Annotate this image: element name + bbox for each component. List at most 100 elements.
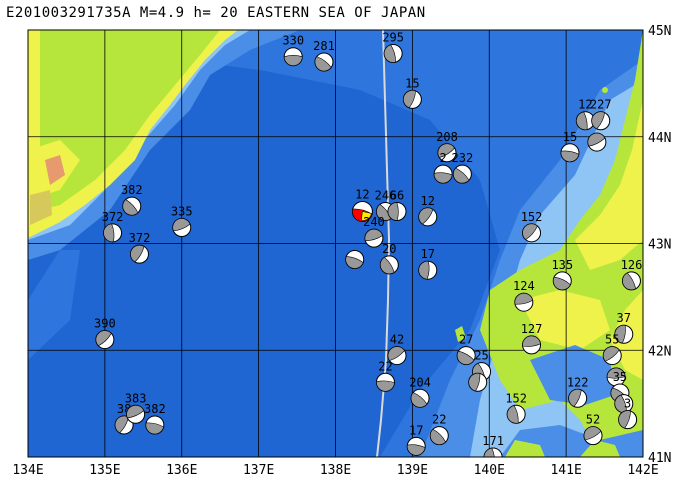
lon-tick-label: 136E (166, 463, 197, 478)
event-mechanism (375, 372, 395, 392)
event-mechanism (456, 346, 476, 366)
event-depth-label: 335 (171, 204, 193, 218)
event-mechanism (145, 415, 165, 435)
event-depth-label: 17 (409, 423, 423, 437)
event-mechanism (172, 217, 192, 237)
lat-tick-label: 45N (648, 24, 671, 39)
event-depth-label: 246 (375, 188, 397, 202)
event-mechanism (129, 244, 149, 264)
event-depth-label: 382 (121, 183, 143, 197)
event-depth-label: 52 (586, 413, 600, 427)
event-depth-label: 15 (405, 76, 419, 90)
event-mechanism (587, 132, 607, 152)
event-depth-label: 42 (390, 333, 404, 347)
event-depth-label: 372 (129, 231, 151, 245)
event-depth-label: 27 (459, 333, 473, 347)
event-depth-label: 240 (363, 215, 385, 229)
okushiri-island (455, 326, 466, 342)
lat-tick-label: 42N (648, 344, 671, 359)
axis-labels: 134E 135E 136E 137E 138E 139E 140E 141E 142E 45N 4… (12, 24, 671, 478)
event-mechanism (522, 223, 542, 243)
event-depth-label: 20 (382, 242, 396, 256)
event-depth-label: 152 (521, 210, 543, 224)
map-title: E201003291735A M=4.9 h= 20 EASTERN SEA O… (6, 5, 426, 21)
event-mechanism (437, 143, 457, 163)
event-mechanism (583, 426, 603, 446)
event-mechanism (483, 447, 503, 457)
event-depth-label: 12 (578, 98, 592, 112)
lon-tick-label: 139E (397, 463, 428, 478)
event-mechanism (383, 43, 403, 63)
event-mechanism (468, 372, 488, 392)
event-depth-label: 12 (355, 187, 369, 201)
event-depth-label: 135 (551, 258, 573, 272)
event-mechanism (122, 196, 142, 216)
event-mechanism (552, 271, 572, 291)
lon-tick-label: 140E (474, 463, 505, 478)
event-depth-label: 126 (621, 258, 643, 272)
event-mechanism (621, 271, 641, 291)
event-mechanism (614, 324, 634, 344)
lat-tick-label: 44N (648, 131, 671, 146)
event-mechanism (591, 111, 611, 131)
lon-tick-label: 142E (627, 463, 658, 478)
lon-tick-label: 134E (12, 463, 43, 478)
event-mechanism (95, 330, 115, 350)
event-mechanism (406, 436, 426, 456)
event-mechanism (618, 410, 638, 430)
event-mechanism (514, 292, 534, 312)
event-mechanism (103, 223, 123, 243)
event-depth-label: 17 (421, 247, 435, 261)
event-mechanism (433, 164, 453, 184)
event-depth-label: 122 (567, 375, 589, 389)
event-mechanism (402, 89, 422, 109)
event-mechanism (345, 250, 365, 270)
event-mechanism (418, 260, 438, 280)
event-depth-label: 383 (125, 391, 147, 405)
event-mechanism (387, 346, 407, 366)
event-mechanism (506, 404, 526, 424)
event-depth-label: 372 (102, 210, 124, 224)
event-depth-label: 227 (590, 98, 612, 112)
event-depth-label: 330 (282, 34, 304, 48)
lon-tick-label: 138E (320, 463, 351, 478)
event-mechanism (429, 426, 449, 446)
event-mechanism (568, 388, 588, 408)
event-depth-label: 22 (432, 413, 446, 427)
event-mechanism (126, 404, 146, 424)
event-depth-label: 66 (390, 188, 404, 202)
event-depth-label: 15 (563, 130, 577, 144)
event-mechanism (560, 143, 580, 163)
lat-tick-label: 43N (648, 238, 671, 253)
main-event-mechanism (351, 200, 373, 222)
event-mechanism (387, 201, 407, 221)
event-depth-label: 208 (436, 130, 458, 144)
event-mechanism (283, 47, 303, 67)
event-depth-label: 3 (624, 397, 631, 411)
event-depth-label: 295 (382, 30, 404, 44)
lon-tick-label: 137E (243, 463, 274, 478)
event-depth-label: 37 (617, 311, 631, 325)
event-depth-label: 22 (378, 359, 392, 373)
map-frame (27, 29, 644, 458)
event-mechanism (379, 255, 399, 275)
event-depth-label: 35 (613, 370, 627, 384)
graticule (28, 30, 643, 457)
event-depth-label: 232 (452, 151, 474, 165)
lat-tick-label: 41N (648, 451, 671, 466)
event-depth-label: 390 (94, 317, 116, 331)
event-depth-label: 55 (605, 333, 619, 347)
event-mechanism (314, 52, 334, 72)
event-mechanism (418, 207, 438, 227)
event-depth-label: 382 (144, 402, 166, 416)
event-depth-label: 127 (521, 322, 543, 336)
event-depth-label: 12 (421, 194, 435, 208)
event-mechanism (452, 164, 472, 184)
lon-tick-label: 141E (550, 463, 581, 478)
uchiura-bay (530, 345, 615, 405)
event-depth-label: 171 (482, 434, 504, 448)
event-mechanism (364, 228, 384, 248)
